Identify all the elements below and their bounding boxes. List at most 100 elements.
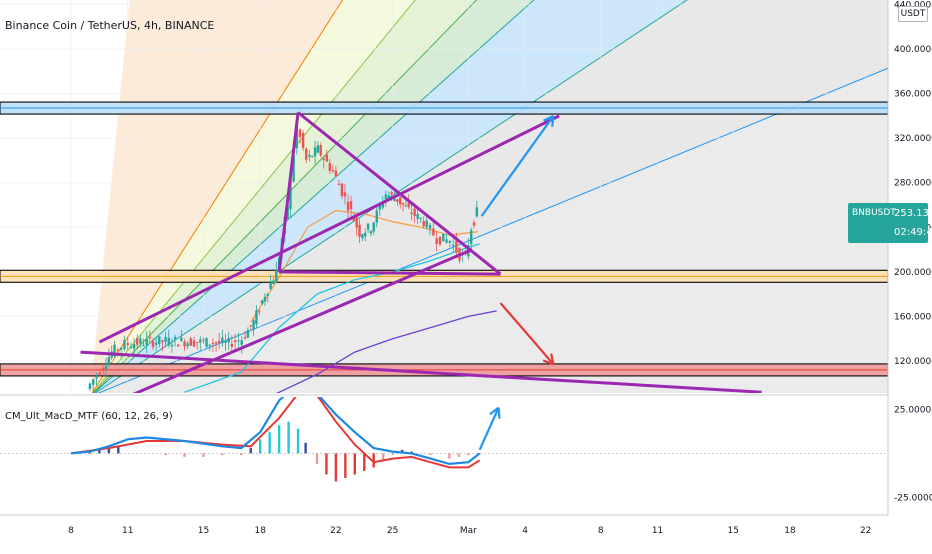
candle-body: [243, 336, 247, 339]
candle-body: [167, 337, 170, 346]
candle-body: [139, 338, 142, 344]
last-price-value: 253.1377: [894, 208, 932, 219]
candle-body: [129, 346, 133, 348]
candle-body: [246, 330, 250, 338]
candle-body: [378, 205, 381, 210]
candle-body: [249, 325, 252, 327]
x-tick-label: Mar: [460, 526, 477, 536]
candle-body: [211, 343, 215, 345]
candle-body: [422, 220, 425, 227]
macd-scale-label: 25.0000: [894, 405, 931, 415]
macd-histogram-bar: [344, 453, 347, 479]
macd-histogram-bar: [98, 449, 101, 454]
candle-body: [319, 144, 322, 156]
macd-histogram-bar: [363, 453, 366, 471]
macd-histogram-bar: [202, 453, 205, 457]
macd-pane: [0, 397, 888, 482]
macd-histogram-bar: [296, 428, 300, 454]
candle-body: [132, 344, 136, 349]
candle-body: [387, 195, 391, 199]
candle-body: [258, 311, 261, 313]
candle-body: [469, 230, 473, 245]
candle-body: [170, 344, 174, 347]
candle-body: [349, 201, 353, 210]
macd-histogram-bar: [259, 439, 262, 454]
candle-body: [369, 231, 373, 234]
candle-body: [401, 202, 405, 205]
forecast-arrow-head: [542, 359, 554, 366]
candle-body: [375, 210, 378, 223]
macd-histogram-bar: [183, 453, 186, 457]
candle-body: [416, 213, 419, 219]
candle-body: [275, 269, 278, 282]
symbol-label: BNBUSDT: [852, 208, 896, 218]
candle-body: [448, 240, 452, 243]
candle-body: [126, 343, 129, 346]
candle-body: [136, 338, 139, 345]
macd-histogram-bar: [164, 453, 167, 456]
candle-body: [145, 338, 148, 345]
candle-body: [224, 340, 227, 343]
indicator-title: CM_Ult_MacD_MTF (60, 12, 26, 9): [5, 411, 173, 422]
macd-histogram-bar: [304, 442, 307, 454]
x-tick-label: 22: [330, 526, 341, 536]
candle-body: [289, 176, 292, 210]
candle-body: [202, 339, 205, 341]
macd-pane-bg: [0, 397, 888, 515]
candle-body: [255, 310, 258, 325]
macd-histogram-bar: [372, 453, 375, 468]
macd-histogram-bar: [391, 453, 394, 456]
candle-body: [358, 224, 361, 237]
candle-body: [186, 343, 189, 347]
macd-histogram-bar: [268, 432, 271, 454]
candle-body: [475, 207, 479, 217]
macd-forecast-arrow-head: [489, 406, 500, 416]
candle-body: [442, 233, 445, 242]
macd-scale-label: -25.0000: [894, 493, 932, 503]
macd-histogram-bar: [448, 453, 451, 459]
x-tick-label: 11: [652, 526, 663, 536]
candle-body: [366, 223, 370, 230]
candle-body: [419, 218, 422, 220]
candle-body: [331, 169, 335, 172]
candle-body: [107, 357, 111, 366]
y-tick-label: 400.0000: [894, 45, 932, 55]
candle-body: [364, 232, 367, 237]
candle-body: [472, 222, 476, 226]
currency-unit-badge[interactable]: USDT: [898, 6, 928, 22]
candle-body: [445, 239, 448, 243]
macd-histogram-bar: [429, 453, 432, 456]
candle-body: [142, 344, 145, 346]
candle-body: [355, 217, 358, 228]
candle-body: [164, 337, 167, 342]
x-tick-label: 18: [254, 526, 266, 536]
y-tick-label: 280.0000: [894, 179, 932, 189]
macd-histogram-bar: [334, 453, 338, 482]
x-tick-label: 8: [598, 526, 604, 536]
candle-body: [308, 154, 311, 157]
time-axis-bg: [0, 515, 888, 550]
candle-body: [301, 132, 305, 149]
macd-line: [70, 397, 481, 466]
macd-histogram-bar: [315, 453, 319, 464]
candle-body: [346, 202, 350, 211]
pitchfan-ray: [97, 67, 888, 393]
forecast-arrow-head: [551, 115, 555, 127]
forecast-arrow: [480, 115, 555, 217]
candle-body: [158, 336, 161, 345]
candle-body: [334, 170, 338, 177]
trend-line: [132, 248, 473, 393]
trend-line: [98, 114, 560, 344]
y-tick-label: 440.0000: [894, 0, 932, 10]
candle-body: [428, 225, 432, 229]
x-tick-label: 4: [522, 526, 528, 536]
candle-body: [384, 194, 388, 200]
candle-body: [455, 240, 458, 253]
candle-body: [399, 196, 402, 205]
x-tick-label: 18: [784, 526, 796, 536]
candle-body: [352, 217, 356, 222]
candle-body: [230, 343, 234, 347]
macd-histogram-bar: [117, 446, 120, 454]
